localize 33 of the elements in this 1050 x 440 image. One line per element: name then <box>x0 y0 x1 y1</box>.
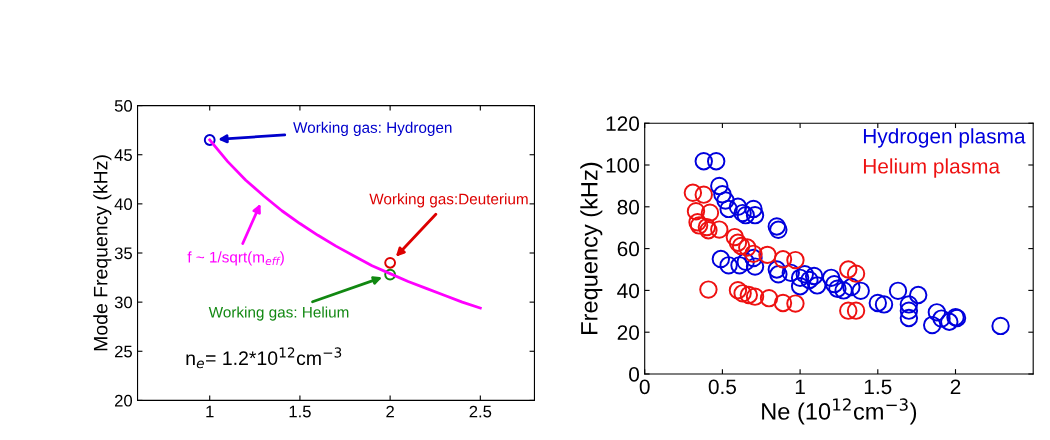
y-tick-label: 100 <box>606 158 640 173</box>
x-axis-title: Ne (10$^{12}$cm$^{−3}$) <box>762 398 917 425</box>
x-tick-label: 2 <box>386 405 394 418</box>
x-tick-label: 1.5 <box>864 379 892 395</box>
annotation: Working gas: Hydrogen <box>293 121 452 136</box>
annotation: Working gas:Deuterium <box>369 193 528 208</box>
y-tick-label: 120 <box>606 116 640 131</box>
annotation: Working gas: Helium <box>208 306 349 321</box>
y-tick-label: 40 <box>114 198 133 211</box>
y-tick-label: 20 <box>617 325 640 340</box>
y-tick-label: 25 <box>114 345 132 358</box>
y-tick-label: 0 <box>629 367 640 382</box>
y-tick-label: 50 <box>114 100 133 112</box>
x-tick-label: 2 <box>950 379 961 394</box>
x-tick-label: 2.5 <box>469 405 492 418</box>
text: Helium plasma <box>863 158 1001 178</box>
x-tick-label: 0.5 <box>708 379 737 395</box>
y-tick-label: 80 <box>617 199 640 215</box>
annotation: f ~ 1/sqrt(m$_{eff}$) <box>187 251 284 266</box>
y-tick-label: 35 <box>114 247 132 260</box>
x-tick-label: 1 <box>206 405 214 418</box>
y-axis-title: Mode Frequency (kHz) <box>93 155 112 351</box>
y-tick-label: 45 <box>114 149 132 161</box>
y-tick-label: 40 <box>617 283 640 299</box>
annotation: n$_{e}$= 1.2*10$^{12}$cm$^{−3}$ <box>186 347 342 369</box>
text: Hydrogen plasma <box>863 128 1026 148</box>
x-tick-label: 1.5 <box>289 405 311 418</box>
x-tick-label: 0 <box>639 379 650 395</box>
y-tick-label: 60 <box>617 241 640 257</box>
y-tick-label: 20 <box>114 394 133 407</box>
y-axis-title: Frequency (kHz) <box>580 162 603 334</box>
y-tick-label: 30 <box>114 296 133 309</box>
x-tick-label: 1 <box>795 379 805 394</box>
